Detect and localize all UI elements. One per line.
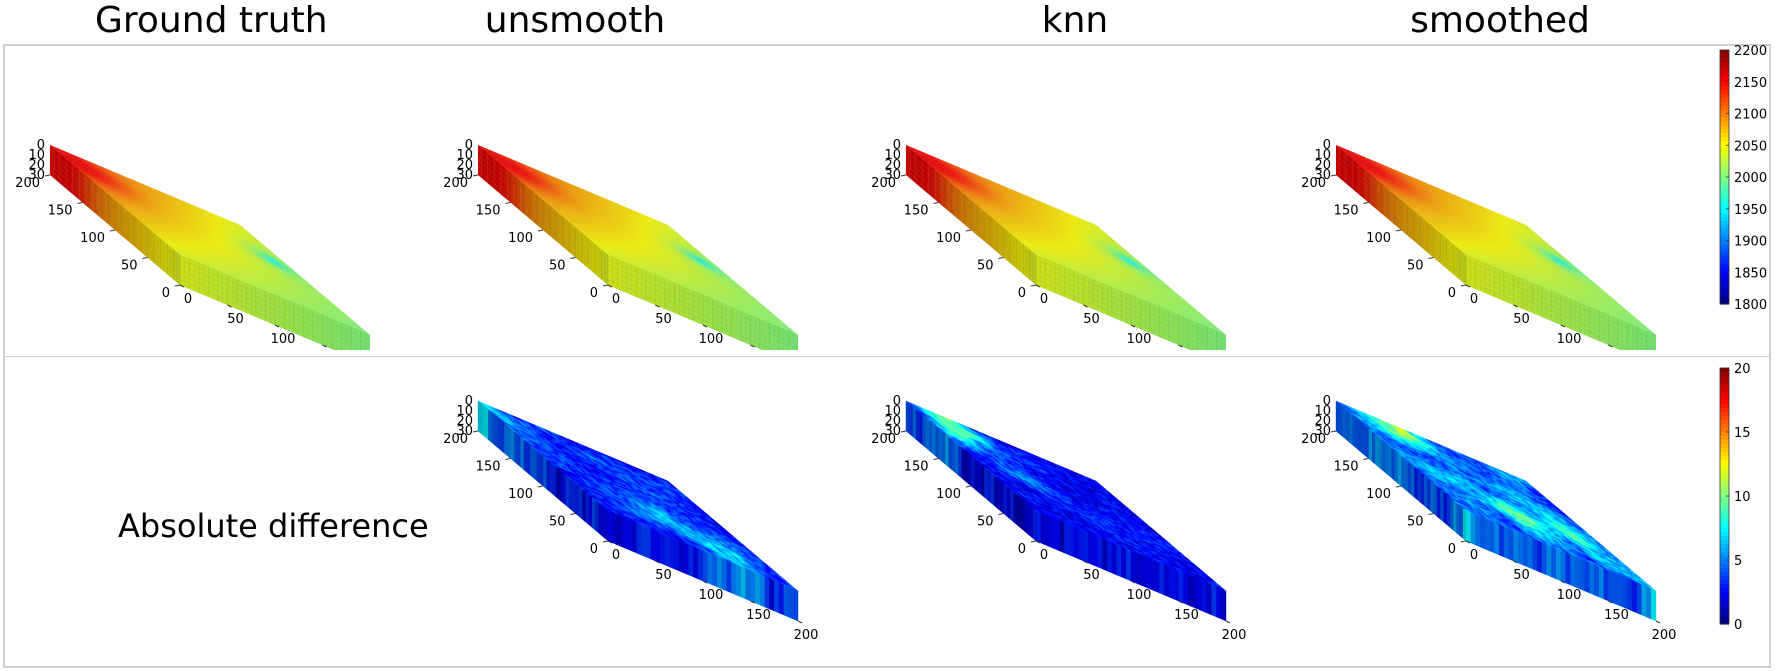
y-tick-label: 0 [162, 286, 170, 301]
x-tick [322, 344, 327, 348]
y-tick-label: 50 [121, 259, 138, 274]
x-tick-label: 100 [699, 332, 724, 347]
z-tick-label: 0 [465, 138, 473, 153]
title-knn: knn [1041, 0, 1109, 41]
row-label-absolute-difference: Absolute difference [118, 507, 429, 545]
title-unsmooth: unsmooth [484, 0, 666, 41]
x-tick [227, 304, 232, 308]
x-tick [179, 284, 185, 288]
z-tick-label: 20 [28, 158, 45, 173]
x-tick-label: 0 [184, 292, 192, 307]
title-smoothed: smoothed [1410, 0, 1590, 41]
y-tick-label: 0 [590, 286, 598, 301]
y-tick [142, 257, 148, 259]
y-tick-label: 100 [80, 231, 105, 246]
y-tick-label: 150 [476, 204, 501, 219]
z-tick-label: 30 [28, 168, 45, 183]
x-tick-label: 50 [227, 312, 244, 327]
z-tick-label: 10 [456, 148, 473, 163]
grid-surface [905, 144, 1227, 350]
y-tick [77, 202, 83, 204]
z-tick-label: 0 [37, 138, 45, 153]
y-tick [602, 284, 609, 287]
cell [235, 222, 244, 228]
title-ground-truth: Ground truth [95, 0, 328, 41]
y-tick [174, 284, 181, 287]
side-cell [793, 332, 799, 341]
y-tick [44, 174, 51, 177]
y-tick [570, 257, 576, 259]
y-tick-label: 50 [549, 259, 566, 274]
x-tick [274, 324, 280, 328]
x-tick [607, 284, 613, 288]
x-tick [702, 324, 708, 328]
y-tick [472, 174, 479, 177]
cell [663, 222, 672, 228]
z-tick-label: 20 [456, 158, 473, 173]
x-tick-label: 0 [612, 292, 620, 307]
y-tick [537, 229, 544, 232]
y-tick-label: 200 [443, 176, 468, 191]
grid-surface [477, 144, 799, 350]
bottom-row-frame [3, 356, 1771, 668]
side-cell [49, 144, 54, 154]
grid-surface [49, 144, 371, 350]
x-tick-label: 100 [271, 332, 296, 347]
side-cell [477, 144, 482, 154]
x-tick [750, 344, 755, 348]
side-cell [365, 332, 371, 341]
x-tick-label: 50 [655, 312, 672, 327]
y-tick-label: 100 [508, 231, 533, 246]
x-tick [655, 304, 660, 308]
y-tick [505, 202, 511, 204]
y-tick-label: 200 [15, 176, 40, 191]
z-tick-label: 30 [456, 168, 473, 183]
y-tick-label: 150 [48, 204, 73, 219]
z-tick-label: 10 [28, 148, 45, 163]
y-tick [109, 229, 116, 232]
